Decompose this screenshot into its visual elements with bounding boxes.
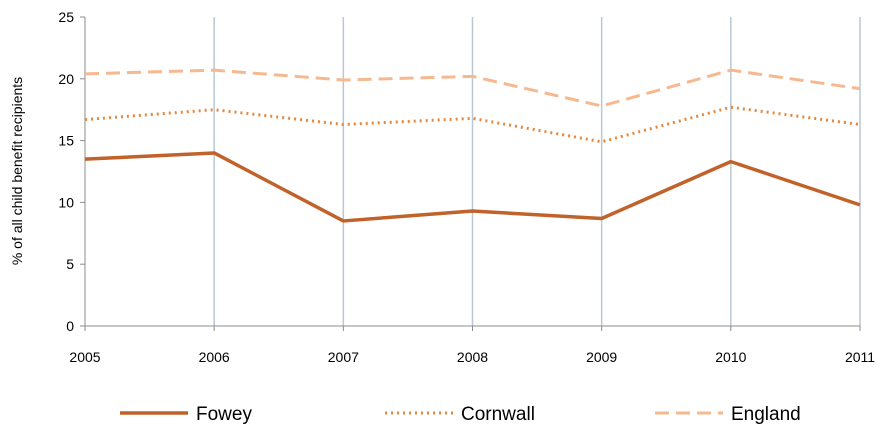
y-tick-label: 10 — [58, 194, 74, 210]
legend-label-england: England — [731, 404, 801, 425]
x-tick-label: 2005 — [69, 349, 100, 365]
y-tick-label: 20 — [58, 71, 74, 87]
series-line-fowey — [84, 151, 861, 223]
x-tick-label: 2011 — [845, 349, 875, 365]
series-line-england — [84, 68, 861, 108]
tick-labels: 0 5 10 15 20 25 2005 2006 2007 2008 2009 2010 2011 — [58, 9, 875, 365]
axes — [80, 16, 861, 331]
vertical-gridlines — [213, 17, 861, 326]
y-axis-label: % of all child benefit recipients — [9, 77, 25, 265]
x-tick-label: 2007 — [328, 349, 359, 365]
x-tick-label: 2010 — [715, 349, 746, 365]
legend: Fowey Cornwall England — [120, 404, 801, 425]
y-tick-label: 15 — [58, 133, 74, 149]
x-tick-label: 2008 — [457, 349, 488, 365]
legend-label-fowey: Fowey — [196, 404, 252, 425]
x-tick-label: 2009 — [586, 349, 617, 365]
x-tick-label: 2006 — [199, 349, 230, 365]
y-tick-label: 25 — [58, 9, 74, 25]
series-lines — [84, 68, 861, 223]
legend-label-cornwall: Cornwall — [461, 404, 535, 425]
y-tick-label: 0 — [66, 318, 74, 334]
y-tick-label: 5 — [66, 256, 74, 272]
